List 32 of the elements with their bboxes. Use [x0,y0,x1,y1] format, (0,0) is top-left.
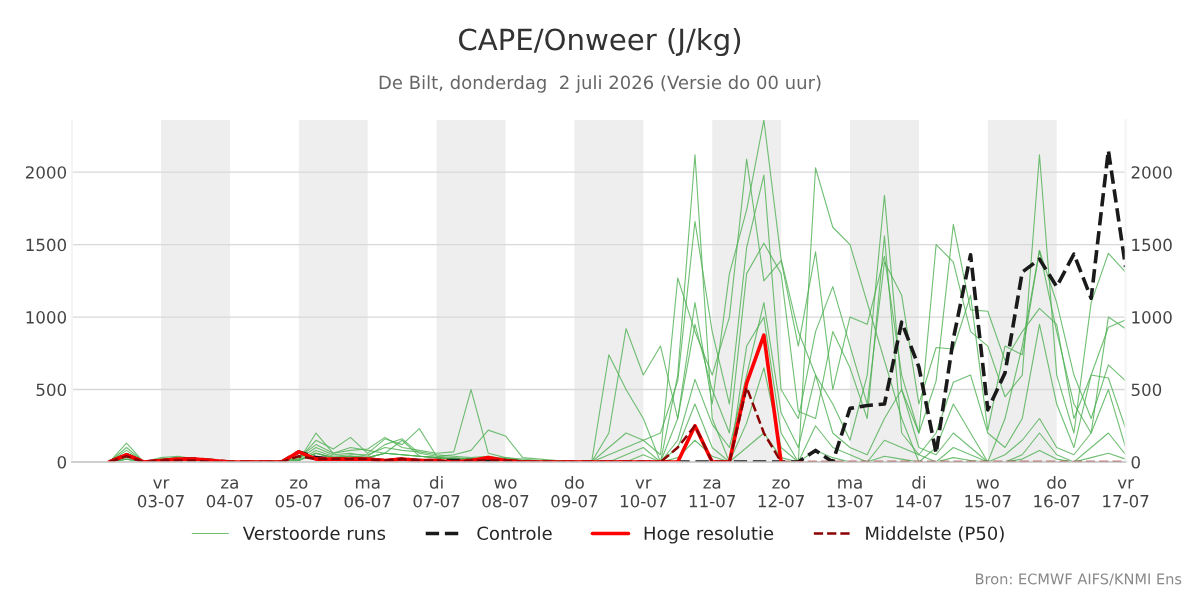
y-tick-label: 0 [57,455,67,469]
x-tick-label: do 09-07 [551,475,598,508]
chart-subtitle: De Bilt, donderdag 2 juli 2026 (Versie do 00 uur) [379,75,821,93]
y-tick-label: 1500 [26,238,67,252]
x-tick-label: vr 03-07 [137,479,184,508]
y2-tick-label: 2000 [1131,166,1172,179]
legend-label: Controle [477,526,552,541]
x-tick-label: za 04-07 [206,479,253,508]
legend-label: Middelste (P50) [866,526,1004,543]
y2-tick-label: 1500 [1132,238,1172,252]
legend-label: Hoge resolutie [644,526,774,544]
x-tick-label: wo 15-07 [965,479,1011,508]
x-tick-label: za 11-07 [689,479,735,508]
x-tick-label: di 07-07 [413,475,460,508]
x-tick-label: do 16-07 [1034,475,1080,508]
x-tick-label: di 14-07 [896,475,942,508]
y-tick-label: 1000 [26,311,67,324]
x-tick-label: vr 10-07 [620,479,667,508]
y2-tick-label: 0 [1131,455,1140,469]
x-tick-label: ma 13-07 [827,479,873,508]
x-tick-label: zo 05-07 [275,479,322,508]
text: Bron: ECMWF AIFS/KNMI Ens [975,573,1182,586]
y2-tick-label: 500 [1131,383,1162,397]
chart-title: CAPE/Onweer (J/kg) [459,27,741,57]
x-tick-label: ma 06-07 [344,479,391,508]
y2-tick-label: 1000 [1132,311,1172,324]
x-tick-label: wo 08-07 [482,479,529,508]
x-tick-label: vr 17-07 [1103,479,1149,508]
y-tick-label: 2000 [25,166,67,179]
x-tick-label: zo 12-07 [758,479,804,508]
y-tick-label: 500 [36,383,67,397]
legend-label: Verstoorde runs [242,526,386,541]
